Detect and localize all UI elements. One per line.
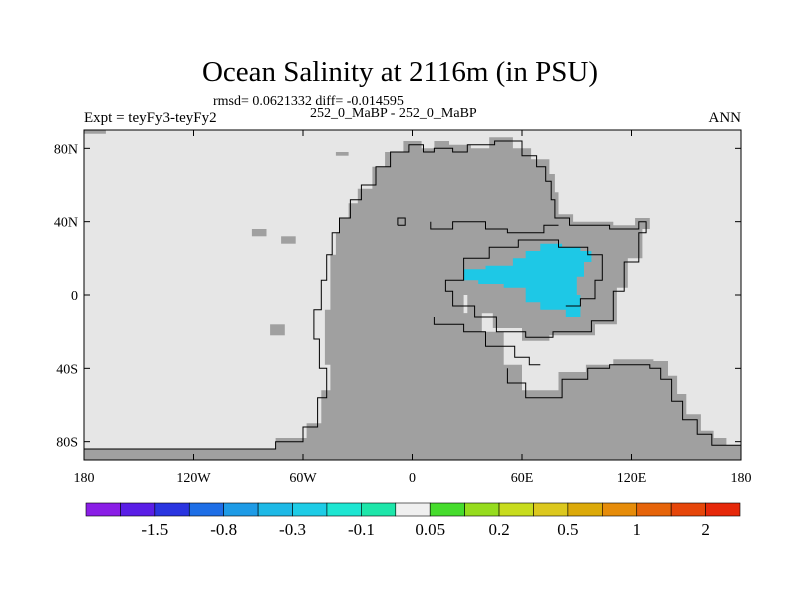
y-tick-label-1: 40N (54, 216, 78, 231)
colorbar-label-7: 1 (632, 520, 641, 539)
land-mass-3 (270, 324, 285, 336)
colorbar-swatch-17 (670, 502, 706, 517)
colorbar-swatch-1 (120, 502, 156, 517)
land-mass-2 (281, 236, 296, 244)
coastline-1 (397, 217, 406, 226)
colorbar-label-2: -0.3 (279, 520, 306, 539)
land-mass-4 (335, 152, 349, 156)
rmsd-subtitle: rmsd= 0.0621332 diff= -0.014595 (213, 94, 404, 109)
season-label: ANN (708, 110, 742, 126)
colorbar-swatch-16 (636, 502, 672, 517)
colorbar-label-5: 0.2 (488, 520, 509, 539)
coastline-0 (84, 140, 647, 450)
colorbar-swatch-0 (85, 502, 121, 517)
colorbar-label-3: -0.1 (348, 520, 375, 539)
colorbar-swatch-5 (257, 502, 293, 517)
colorbar-swatch-7 (326, 502, 362, 517)
colorbar-swatch-11 (464, 502, 500, 517)
y-tick-label-2: 0 (71, 289, 78, 304)
colorbar-swatch-14 (567, 502, 603, 517)
x-tick-label-5: 120E (617, 471, 647, 486)
coastline-4 (506, 364, 741, 446)
colorbar-swatch-8 (361, 502, 397, 517)
land-mass-5 (456, 313, 475, 325)
land-mass-1 (251, 229, 267, 237)
y-tick-label-3: 40S (56, 362, 78, 377)
colorbar-label-8: 2 (701, 520, 710, 539)
x-tick-label-1: 120W (176, 471, 211, 486)
colorbar-swatch-4 (223, 502, 259, 517)
colorbar-label-4: 0.05 (415, 520, 445, 539)
coastline-layer (84, 140, 741, 450)
colorbar-swatch-10 (429, 502, 465, 517)
colorbar-swatch-3 (188, 502, 224, 517)
chart-title: Ocean Salinity at 2116m (in PSU) (201, 56, 599, 88)
axis-ticks: 180 120W 60W 0 60E 120E 180 80N 40N 0 40S 80S (54, 130, 752, 486)
y-tick-label-0: 80N (54, 142, 78, 157)
colorbar: -1.5 -0.8 -0.3 -0.1 0.05 0.2 0.5 1 2 (85, 502, 741, 539)
land-mass-6 (84, 130, 106, 134)
y-tick-label-4: 80S (56, 436, 78, 451)
colorbar-swatch-2 (154, 502, 190, 517)
colorbar-swatch-12 (498, 502, 534, 517)
coastline-3 (433, 317, 541, 366)
x-tick-label-6: 180 (731, 471, 752, 486)
colorbar-label-1: -0.8 (210, 520, 237, 539)
experiment-label: Expt = teyFy3-teyFy2 (84, 110, 217, 126)
x-tick-label-0: 180 (74, 471, 95, 486)
x-tick-label-4: 60E (511, 471, 534, 486)
anomaly-layer (463, 243, 592, 317)
colorbar-label-0: -1.5 (141, 520, 168, 539)
colorbar-swatch-13 (533, 502, 569, 517)
x-tick-label-2: 60W (289, 471, 317, 486)
colorbar-label-6: 0.5 (557, 520, 578, 539)
colorbar-swatch-9 (395, 502, 431, 517)
colorbar-swatch-6 (292, 502, 328, 517)
colorbar-swatch-15 (602, 502, 638, 517)
experiment-subtitle: 252_0_MaBP - 252_0_MaBP (310, 106, 477, 121)
colorbar-swatch-18 (705, 502, 741, 517)
salinity-anomaly-0 (463, 243, 592, 317)
coastline-2 (430, 221, 559, 234)
x-tick-label-3: 0 (409, 471, 416, 486)
